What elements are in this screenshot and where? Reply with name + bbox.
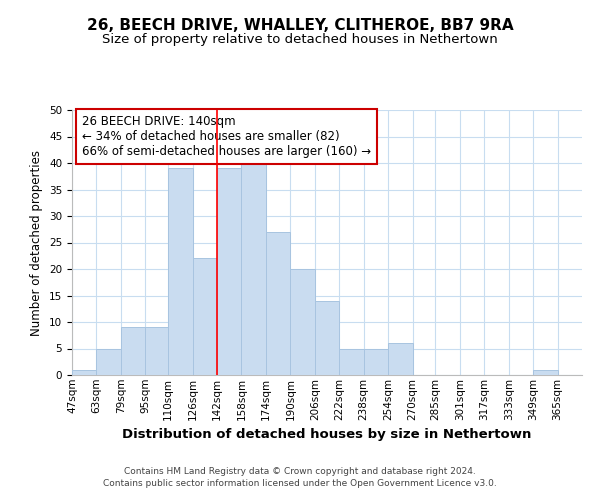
Bar bbox=[315, 301, 339, 375]
Text: 26, BEECH DRIVE, WHALLEY, CLITHEROE, BB7 9RA: 26, BEECH DRIVE, WHALLEY, CLITHEROE, BB7… bbox=[86, 18, 514, 32]
X-axis label: Distribution of detached houses by size in Nethertown: Distribution of detached houses by size … bbox=[122, 428, 532, 441]
Bar bbox=[145, 328, 168, 375]
Bar bbox=[193, 258, 217, 375]
Text: Size of property relative to detached houses in Nethertown: Size of property relative to detached ho… bbox=[102, 32, 498, 46]
Text: Contains HM Land Registry data © Crown copyright and database right 2024.: Contains HM Land Registry data © Crown c… bbox=[124, 467, 476, 476]
Bar bbox=[72, 370, 97, 375]
Bar bbox=[266, 232, 290, 375]
Bar bbox=[97, 348, 121, 375]
Bar bbox=[217, 168, 241, 375]
Bar bbox=[168, 168, 193, 375]
Bar bbox=[533, 370, 557, 375]
Bar bbox=[121, 328, 145, 375]
Bar bbox=[388, 343, 413, 375]
Y-axis label: Number of detached properties: Number of detached properties bbox=[31, 150, 43, 336]
Bar bbox=[241, 158, 266, 375]
Bar bbox=[364, 348, 388, 375]
Bar bbox=[290, 269, 315, 375]
Bar bbox=[339, 348, 364, 375]
Text: 26 BEECH DRIVE: 140sqm
← 34% of detached houses are smaller (82)
66% of semi-det: 26 BEECH DRIVE: 140sqm ← 34% of detached… bbox=[82, 116, 371, 158]
Text: Contains public sector information licensed under the Open Government Licence v3: Contains public sector information licen… bbox=[103, 478, 497, 488]
